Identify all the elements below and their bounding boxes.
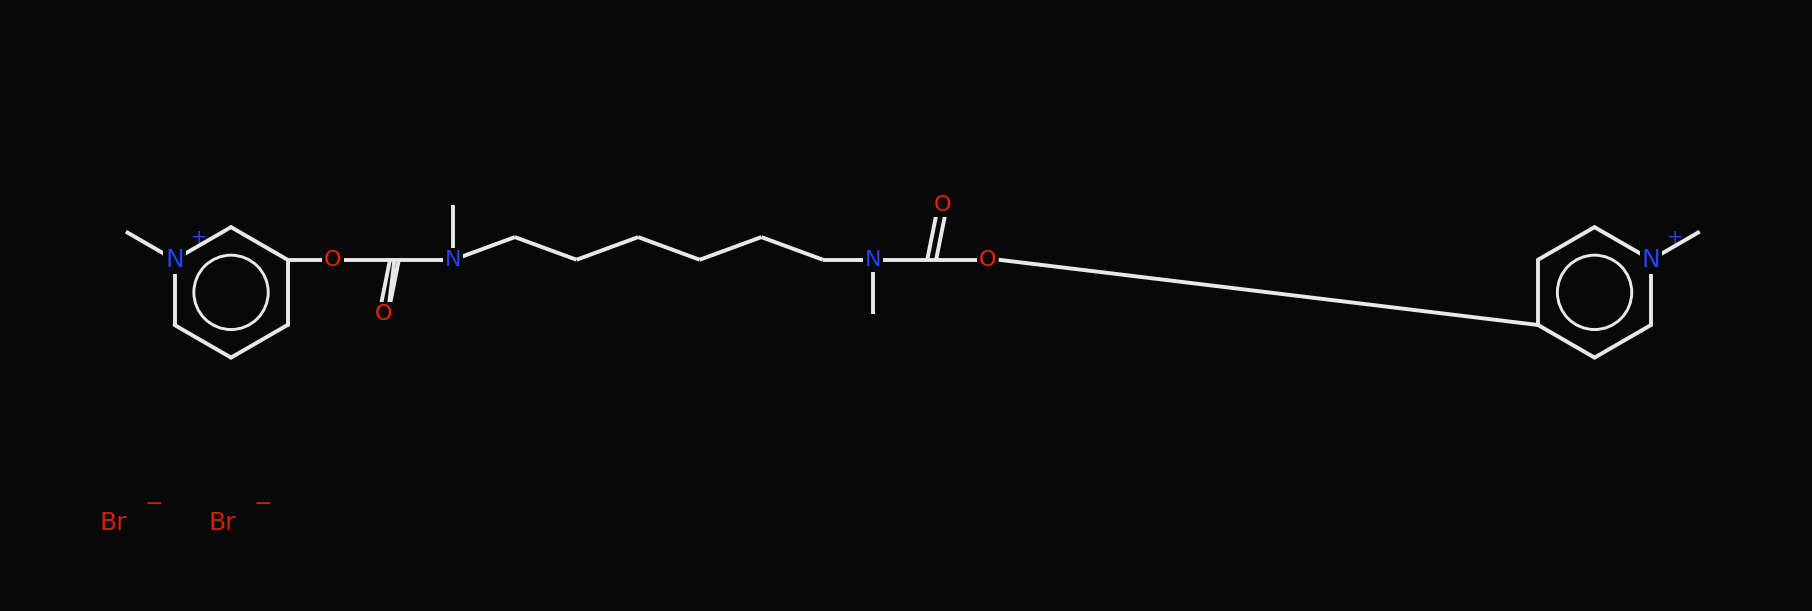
Text: −: −: [145, 494, 163, 514]
Text: O: O: [933, 196, 951, 216]
Text: Br: Br: [208, 511, 236, 535]
Text: N: N: [1642, 247, 1660, 272]
Text: N: N: [864, 250, 881, 269]
Text: +: +: [190, 229, 207, 247]
Text: −: −: [254, 494, 272, 514]
Text: N: N: [165, 247, 183, 272]
Text: O: O: [324, 250, 342, 269]
Text: N: N: [446, 250, 462, 269]
Text: O: O: [375, 304, 393, 324]
Text: O: O: [978, 250, 997, 269]
Text: +: +: [1667, 229, 1683, 247]
Text: Br: Br: [100, 511, 127, 535]
